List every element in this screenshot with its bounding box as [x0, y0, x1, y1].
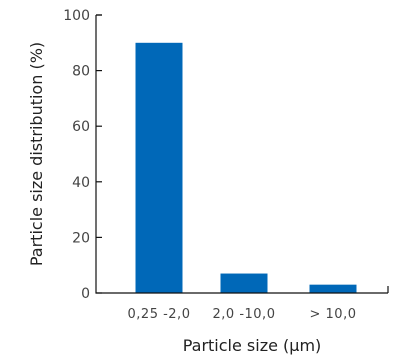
x-tick-label: > 10,0: [310, 307, 357, 322]
bar: [220, 273, 268, 293]
x-tick-label: 0,25 -2,0: [128, 307, 191, 322]
y-tick-label: 60: [72, 119, 90, 135]
y-tick-label: 0: [81, 286, 90, 302]
y-tick-label: 20: [72, 230, 90, 246]
y-tick-label: 100: [63, 8, 90, 24]
y-tick-label: 40: [72, 175, 90, 191]
x-axis-ticks: 0,25 -2,0 2,0 -10,0 > 10,0: [128, 307, 357, 322]
y-axis-title: Particle size distribution (%): [27, 42, 46, 266]
bar: [309, 284, 357, 293]
bar: [135, 42, 183, 293]
x-tick-label: 2,0 -10,0: [213, 307, 276, 322]
bars: [135, 42, 357, 293]
axes-frame: [95, 14, 389, 294]
x-axis-title: Particle size (µm): [183, 336, 322, 355]
y-tick-label: 80: [72, 64, 90, 80]
